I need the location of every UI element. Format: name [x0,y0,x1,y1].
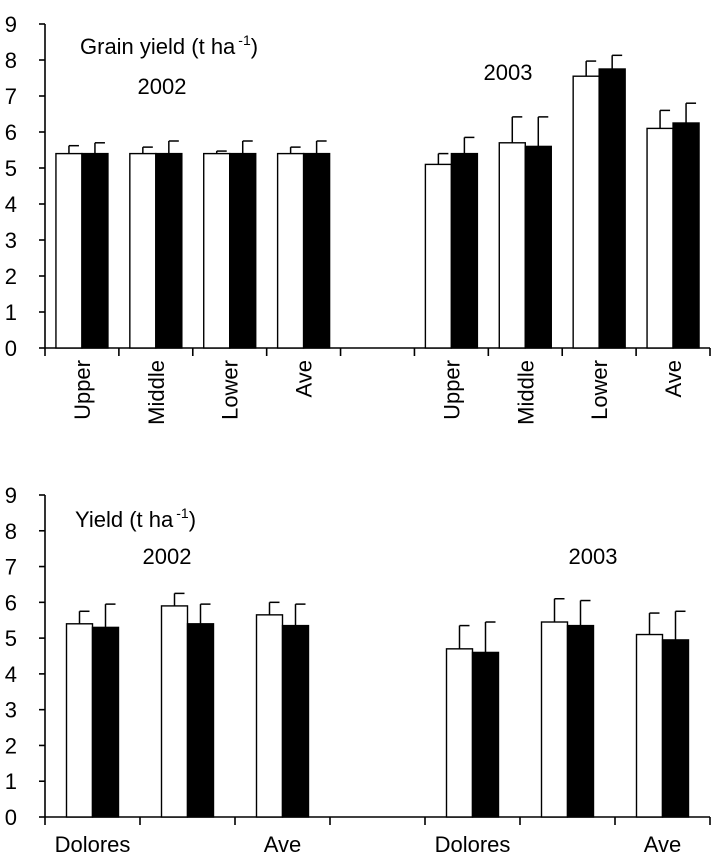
y-tick-label: 0 [5,336,17,361]
y-tick-label: 0 [5,805,17,830]
y-tick-label: 5 [5,626,17,651]
bar [450,152,479,349]
bar [65,623,94,818]
chart-title-superscript: -1 [238,32,251,48]
bar [498,142,526,349]
y-tick-label: 4 [5,192,17,217]
x-tick-label: Dolores [55,832,131,857]
bar [281,624,310,818]
x-tick-label: Upper [439,360,464,420]
y-tick-label: 7 [5,555,17,580]
bar [160,605,189,818]
chart-panel-2: 0 1 2 3 4 5 6 7 8 9 Dolores Ave Dolores Ave Yield (t h… [5,483,711,857]
bar [302,152,331,349]
y-tick-label: 3 [5,228,17,253]
bar [635,633,664,818]
bar [566,624,595,818]
x-tick-label: Middle [144,360,169,425]
year-label: 2002 [143,544,192,569]
year-label: 2003 [484,60,533,85]
chart-title-superscript: -1 [176,505,189,521]
bar [129,152,157,349]
y-tick-label: 2 [5,264,17,289]
y-tick-label: 5 [5,156,17,181]
x-tick-label: Ave [292,360,317,398]
y-tick-label: 8 [5,48,17,73]
chart-title-main: Yield (t ha [75,507,174,532]
bar [203,152,231,349]
bar [81,152,109,349]
bar [55,152,83,349]
y-tick-label: 8 [5,519,17,544]
x-tick-label: Upper [70,360,95,420]
y-tick-label: 9 [5,12,17,37]
bar [424,163,453,349]
chart-title-suffix: ) [189,507,196,532]
chart-title-main: Grain yield (t ha [80,34,236,59]
bar [661,639,690,818]
x-tick-label: Ave [264,832,302,857]
bar [471,651,500,818]
x-tick-label: Ave [644,832,682,857]
y-tick-label: 4 [5,662,17,687]
y-tick-label: 9 [5,483,17,508]
y-tick-label: 2 [5,733,17,758]
y-tick-label: 1 [5,300,17,325]
chart-title: Grain yield (t ha -1) [80,32,258,59]
bar [540,621,569,818]
bar [445,648,474,818]
y-tick-label: 6 [5,590,17,615]
chart-title-suffix: ) [251,34,258,59]
x-tick-label: Lower [587,360,612,420]
bar [646,127,674,349]
bar [598,68,626,349]
x-tick-label: Middle [513,360,538,425]
y-tick-label: 1 [5,769,17,794]
x-tick-label: Ave [661,360,686,398]
bar [229,152,257,349]
x-tick-label: Dolores [435,832,511,857]
bar [255,614,284,818]
bar [155,152,183,349]
y-tick-label: 7 [5,84,17,109]
y-tick-label: 6 [5,120,17,145]
y-tick-label: 3 [5,698,17,723]
bar [91,626,120,818]
bar [524,145,552,349]
chart-panel-1: 0 1 2 3 4 5 6 7 8 9 Upper Middle Lower Ave Upper Middle… [5,12,711,425]
x-tick-label: Lower [218,360,243,420]
bar [276,152,305,349]
year-label: 2003 [569,544,618,569]
bar [186,623,215,818]
year-label: 2002 [138,74,187,99]
chart-title: Yield (t ha -1) [75,505,196,532]
bar [672,122,700,349]
bar [572,75,600,349]
